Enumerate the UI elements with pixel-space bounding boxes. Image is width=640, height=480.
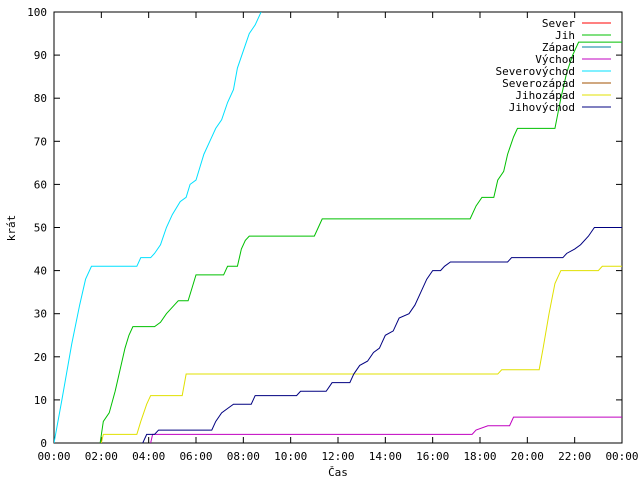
y-tick-label: 40 xyxy=(34,265,47,278)
x-tick-label: 02:00 xyxy=(85,450,118,463)
x-tick-label: 00:00 xyxy=(605,450,638,463)
x-tick-label: 20:00 xyxy=(511,450,544,463)
y-tick-label: 60 xyxy=(34,178,47,191)
series-line-3 xyxy=(150,416,622,443)
x-tick-label: 14:00 xyxy=(369,450,402,463)
x-tick-label: 06:00 xyxy=(179,450,212,463)
x-tick-label: 22:00 xyxy=(558,450,591,463)
legend-label: Sever xyxy=(542,17,575,30)
x-tick-label: 18:00 xyxy=(463,450,496,463)
y-axis: 0 10 20 30 40 50 60 70 80 90 100 xyxy=(27,6,622,450)
y-tick-label: 70 xyxy=(34,135,47,148)
y-axis-label: krát xyxy=(5,215,18,242)
legend-label: Jihovýchod xyxy=(509,101,575,114)
y-tick-label: 90 xyxy=(34,49,47,62)
legend-label: Východ xyxy=(535,53,575,66)
y-tick-label: 30 xyxy=(34,308,47,321)
x-axis-label: Čas xyxy=(328,466,348,479)
y-tick-label: 50 xyxy=(34,222,47,235)
series-line-1 xyxy=(99,41,622,443)
x-tick-label: 16:00 xyxy=(416,450,449,463)
x-tick-label: 10:00 xyxy=(274,450,307,463)
x-tick-label: 12:00 xyxy=(321,450,354,463)
legend: SeverJihZápadVýchodSeverovýchodSeverozáp… xyxy=(496,17,611,114)
legend-label: Severozápad xyxy=(502,77,575,90)
x-tick-label: 00:00 xyxy=(37,450,70,463)
y-tick-label: 80 xyxy=(34,92,47,105)
y-tick-label: 20 xyxy=(34,351,47,364)
y-tick-label: 100 xyxy=(27,6,47,19)
x-tick-label: 04:00 xyxy=(132,450,165,463)
series-lines xyxy=(54,12,622,443)
legend-label: Jihozápad xyxy=(515,89,575,102)
x-axis: 00:00 02:00 04:00 06:00 08:00 10:00 12:00 14:00… xyxy=(37,12,639,463)
legend-label: Západ xyxy=(542,41,575,54)
legend-label: Severovýchod xyxy=(496,65,575,78)
x-tick-label: 08:00 xyxy=(227,450,260,463)
series-line-6 xyxy=(100,265,622,443)
y-tick-label: 0 xyxy=(40,437,47,450)
series-line-7 xyxy=(142,227,622,443)
legend-label: Jih xyxy=(555,29,575,42)
series-line-4 xyxy=(54,12,262,443)
y-tick-label: 10 xyxy=(34,394,47,407)
